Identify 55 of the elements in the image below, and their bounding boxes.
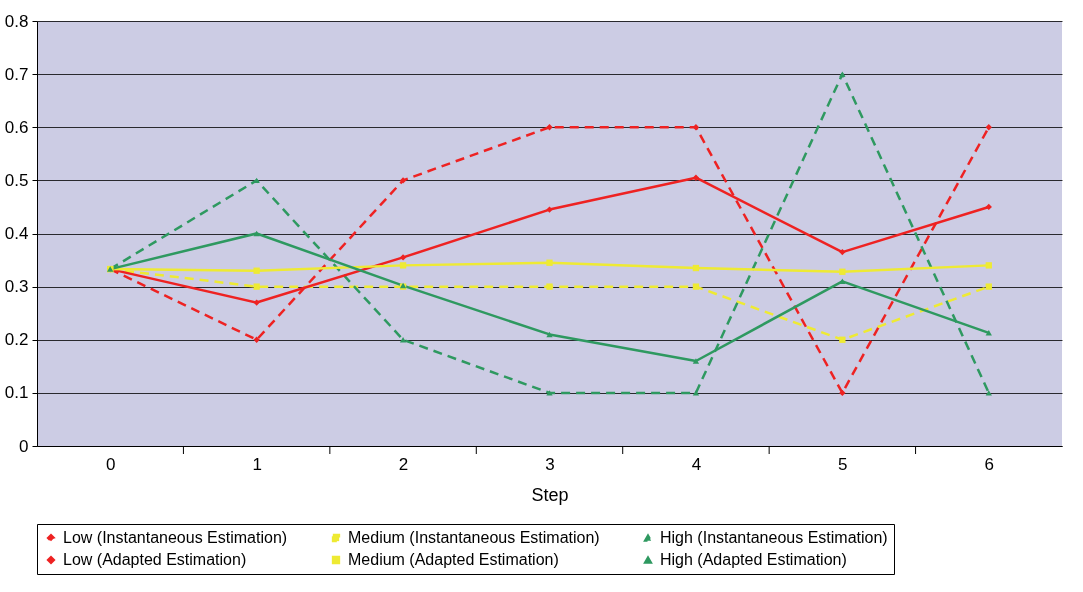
point [985,330,992,336]
point [692,283,700,290]
x-axis-title: Step [531,484,569,505]
legend-label: Low (Adapted Estimation) [63,551,247,568]
point [546,206,553,213]
y-tick-label: 0.6 [4,117,29,137]
point [839,389,846,397]
x-tick-label: 2 [398,454,409,474]
point [546,259,553,266]
point [839,268,846,275]
point [692,264,700,272]
point [399,262,407,269]
point [253,336,260,343]
point [985,203,992,211]
legend-label: Low (Instantaneous Estimation) [63,529,288,546]
point [546,390,553,396]
y-tick-label: 0 [19,436,29,456]
x-tick-label: 0 [105,454,116,474]
point [399,177,407,184]
y-tick-label: 0.3 [4,277,29,297]
point [692,124,700,131]
point [546,283,553,290]
x-tick-label: 3 [545,454,555,474]
y-tick-label: 0.7 [4,64,29,84]
x-tick-label: 6 [984,454,995,474]
point [253,299,260,306]
point [692,358,700,364]
legend-label: Medium (Instantaneous Estimation) [348,529,600,546]
point [839,248,846,256]
point [399,254,407,261]
y-tick-label: 0.8 [4,11,29,31]
point [839,336,846,343]
legend-label: High (Adapted Estimation) [660,551,847,568]
point [253,230,260,237]
point [692,174,700,181]
point [985,124,992,131]
legend-label: Medium (Adapted Estimation) [348,551,559,568]
point [985,390,992,396]
point [253,283,260,290]
point [546,331,553,338]
y-tick-label: 0.5 [4,170,29,190]
point [985,283,992,290]
point [253,267,260,274]
y-tick-label: 0.2 [4,330,29,350]
point [546,124,553,131]
point [985,262,992,269]
legend-label: High (Instantaneous Estimation) [660,529,888,546]
point [692,390,700,396]
x-tick-label: 1 [252,454,262,474]
y-tick-label: 0.4 [4,224,29,243]
y-tick-label: 0.1 [4,383,29,403]
point [839,71,846,77]
x-tick-label: 5 [838,454,848,474]
point [839,278,846,285]
x-tick-label: 4 [691,454,702,474]
